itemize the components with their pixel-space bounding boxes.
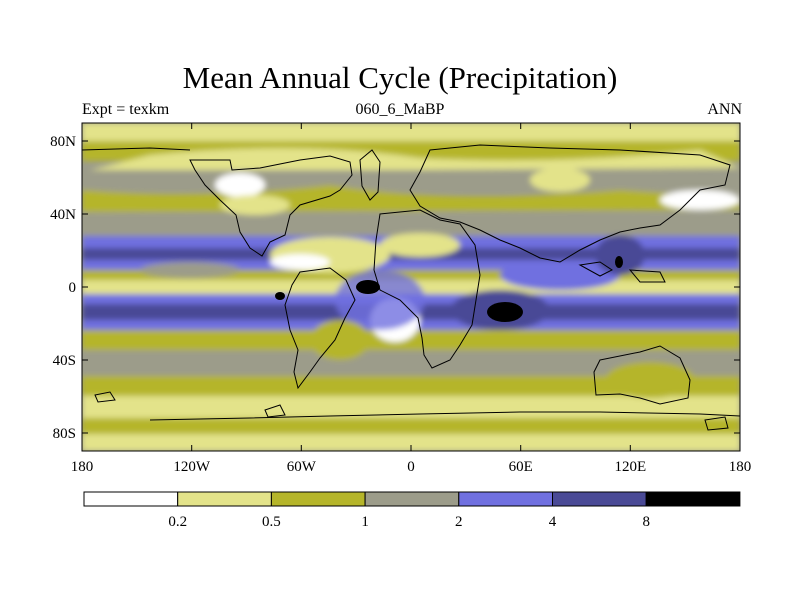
experiment-label: Expt = texkm [82,101,170,118]
colorbar-label-0-2: 0.2 [168,514,187,530]
lon-label-120e: 120E [614,459,646,475]
colorbar-label-0-5: 0.5 [262,514,281,530]
colorbar-label-4: 4 [549,514,557,530]
colorbar-box-4 [364,491,460,507]
colorbar-label-2: 2 [455,514,463,530]
precipitation-field [82,123,740,451]
colorbar: 0.2 0.5 1 2 4 8 [83,491,741,530]
lon-label-180w: 180 [71,459,94,475]
lat-label-0: 0 [69,280,77,296]
continent-outlines [82,144,740,431]
season-label: ANN [707,101,742,118]
case-label: 060_6_MaBP [355,101,445,118]
colorbar-box-5 [458,491,553,507]
lon-label-0: 0 [407,459,415,475]
colorbar-box-6 [552,491,647,507]
lat-label-40s: 40S [53,353,76,369]
plot-title: Mean Annual Cycle (Precipitation) [182,60,618,95]
colorbar-box-7 [645,491,741,507]
lat-label-80n: 80N [50,134,76,150]
lon-label-60w: 60W [287,459,317,475]
lat-label-80s: 80S [53,426,76,442]
longitude-axis: 180 120W 60W 0 60E 120E 180 [71,123,752,475]
colorbar-box-3 [270,491,366,507]
latitude-axis: 80N 40N 0 40S 80S [50,134,740,442]
colorbar-box-2 [177,491,272,507]
lon-label-120w: 120W [173,459,211,475]
colorbar-label-8: 8 [642,514,650,530]
lon-label-60e: 60E [509,459,533,475]
colorbar-box-1 [83,491,179,507]
lat-label-40n: 40N [50,207,76,223]
colorbar-label-1: 1 [361,514,369,530]
lon-label-180e: 180 [729,459,752,475]
